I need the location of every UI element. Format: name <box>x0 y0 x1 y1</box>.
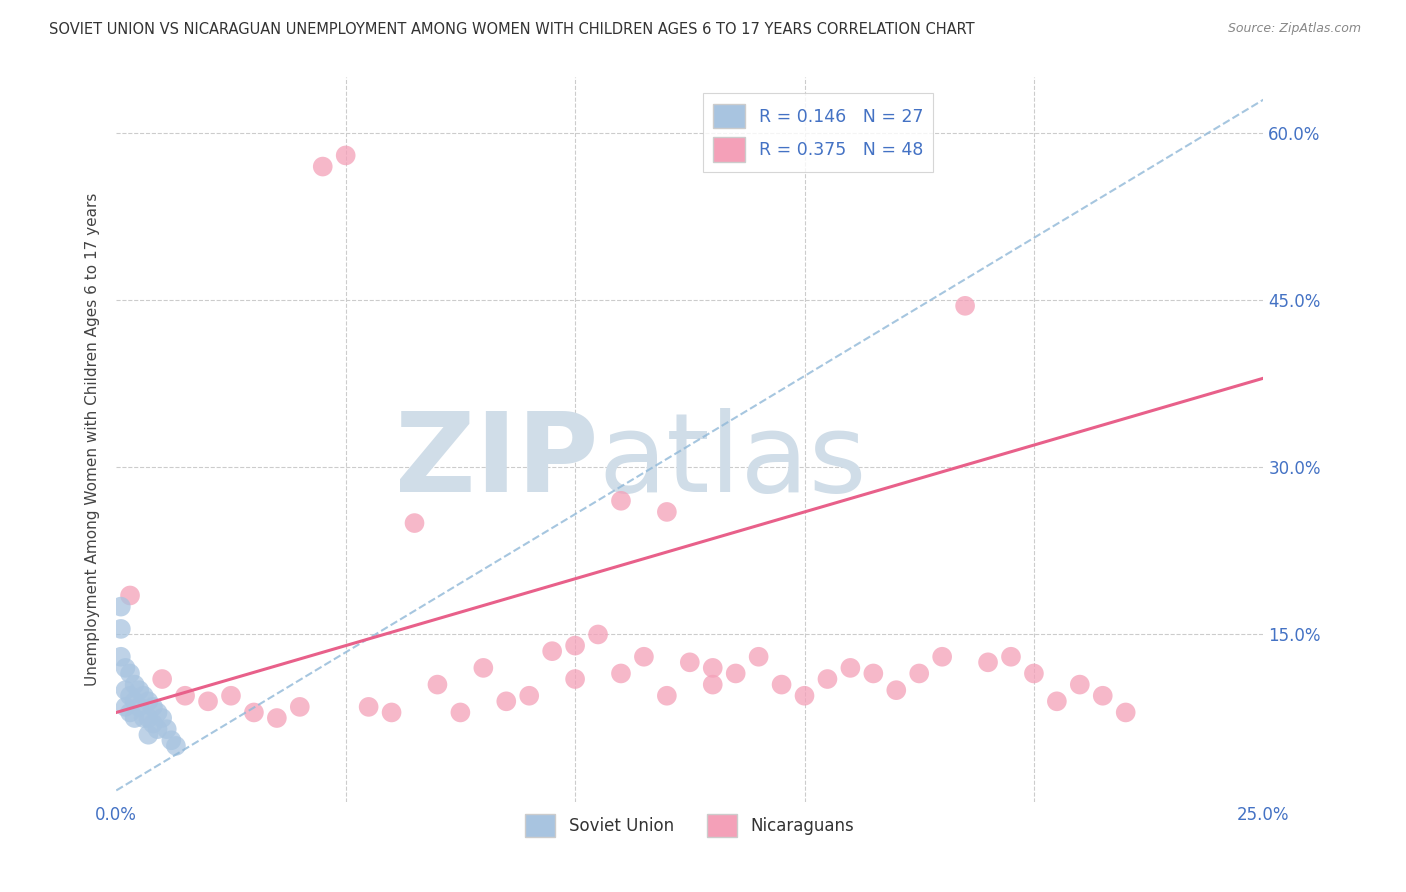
Point <box>138 728 160 742</box>
Point <box>118 689 141 703</box>
Point <box>1000 649 1022 664</box>
Point <box>142 716 165 731</box>
Point <box>266 711 288 725</box>
Point <box>884 683 907 698</box>
Point <box>114 683 136 698</box>
Point <box>977 656 1000 670</box>
Point <box>142 699 165 714</box>
Point <box>114 699 136 714</box>
Point <box>128 683 150 698</box>
Legend: Soviet Union, Nicaraguans: Soviet Union, Nicaraguans <box>519 807 860 844</box>
Point <box>517 689 540 703</box>
Point <box>335 148 357 162</box>
Point <box>114 661 136 675</box>
Point <box>118 589 141 603</box>
Point <box>174 689 197 703</box>
Point <box>610 666 633 681</box>
Point <box>110 649 132 664</box>
Point <box>426 677 449 691</box>
Point <box>495 694 517 708</box>
Point <box>150 672 173 686</box>
Point <box>132 689 155 703</box>
Point <box>243 706 266 720</box>
Point <box>146 706 169 720</box>
Point <box>124 694 146 708</box>
Point <box>312 160 335 174</box>
Point <box>1091 689 1114 703</box>
Point <box>702 677 724 691</box>
Point <box>160 733 183 747</box>
Text: atlas: atlas <box>598 408 866 515</box>
Point <box>1115 706 1137 720</box>
Point <box>150 711 173 725</box>
Point <box>931 649 953 664</box>
Point <box>586 627 609 641</box>
Point <box>908 666 931 681</box>
Point <box>748 649 770 664</box>
Point <box>156 722 179 736</box>
Point <box>1069 677 1091 691</box>
Point <box>110 599 132 614</box>
Point <box>146 722 169 736</box>
Point <box>1046 694 1069 708</box>
Point <box>165 739 187 753</box>
Point <box>610 493 633 508</box>
Point <box>793 689 815 703</box>
Text: SOVIET UNION VS NICARAGUAN UNEMPLOYMENT AMONG WOMEN WITH CHILDREN AGES 6 TO 17 Y: SOVIET UNION VS NICARAGUAN UNEMPLOYMENT … <box>49 22 974 37</box>
Point <box>472 661 495 675</box>
Point <box>128 699 150 714</box>
Point <box>679 656 702 670</box>
Text: Source: ZipAtlas.com: Source: ZipAtlas.com <box>1227 22 1361 36</box>
Point <box>817 672 839 686</box>
Point <box>724 666 747 681</box>
Point <box>1022 666 1045 681</box>
Y-axis label: Unemployment Among Women with Children Ages 6 to 17 years: Unemployment Among Women with Children A… <box>86 193 100 686</box>
Point <box>655 505 678 519</box>
Point <box>138 711 160 725</box>
Point <box>124 711 146 725</box>
Point <box>118 706 141 720</box>
Point <box>118 666 141 681</box>
Point <box>702 661 724 675</box>
Point <box>288 699 311 714</box>
Point <box>124 677 146 691</box>
Point <box>357 699 380 714</box>
Point <box>110 622 132 636</box>
Point <box>449 706 471 720</box>
Point <box>655 689 678 703</box>
Point <box>839 661 862 675</box>
Point <box>132 711 155 725</box>
Text: ZIP: ZIP <box>395 408 598 515</box>
Point <box>953 299 976 313</box>
Point <box>564 639 586 653</box>
Point <box>770 677 793 691</box>
Point <box>404 516 426 530</box>
Point <box>380 706 402 720</box>
Point <box>564 672 586 686</box>
Point <box>541 644 564 658</box>
Point <box>138 694 160 708</box>
Point <box>862 666 884 681</box>
Point <box>633 649 655 664</box>
Point <box>219 689 242 703</box>
Point <box>197 694 219 708</box>
